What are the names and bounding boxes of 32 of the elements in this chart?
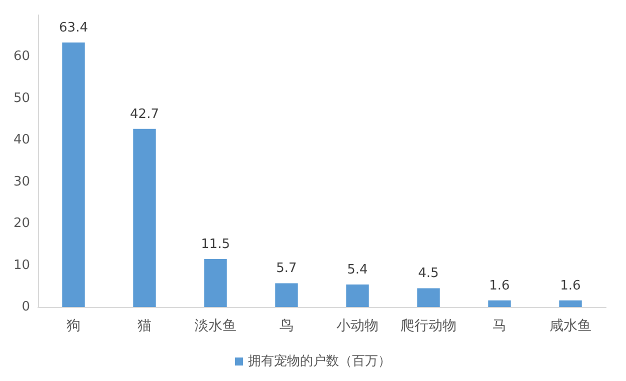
bar (346, 284, 369, 307)
bar (417, 288, 440, 307)
x-tick-label: 爬行动物 (400, 318, 456, 334)
bar (275, 283, 298, 307)
bar (62, 42, 85, 307)
x-tick-label: 猫 (138, 318, 152, 334)
bar (559, 300, 582, 307)
x-tick-label: 小动物 (336, 318, 378, 334)
y-tick-label: 60 (13, 49, 30, 64)
data-label: 5.7 (276, 261, 297, 276)
data-label: 42.7 (130, 106, 159, 122)
data-label: 1.6 (489, 278, 510, 294)
data-label: 11.5 (201, 237, 230, 252)
bar (204, 259, 227, 307)
y-tick-label: 20 (13, 216, 30, 232)
data-label: 5.4 (347, 262, 368, 278)
y-tick-label: 30 (13, 174, 30, 190)
bar (133, 128, 156, 307)
x-tick-label: 狗 (66, 318, 80, 334)
x-tick-label: 咸水鱼 (550, 318, 592, 334)
data-label: 4.5 (418, 266, 439, 282)
bar (488, 300, 511, 307)
y-tick-label: 40 (13, 132, 30, 148)
x-tick-label: 鸟 (280, 318, 294, 334)
y-tick-label: 50 (13, 90, 30, 106)
x-tick-label: 淡水鱼 (194, 318, 236, 334)
y-tick-label: 10 (13, 258, 30, 273)
legend-label: 拥有宠物的户数（百万） (248, 354, 391, 369)
data-label: 1.6 (560, 278, 581, 294)
x-tick-label: 马 (492, 318, 506, 334)
data-label: 63.4 (59, 20, 88, 36)
y-tick-label: 0 (22, 300, 30, 314)
